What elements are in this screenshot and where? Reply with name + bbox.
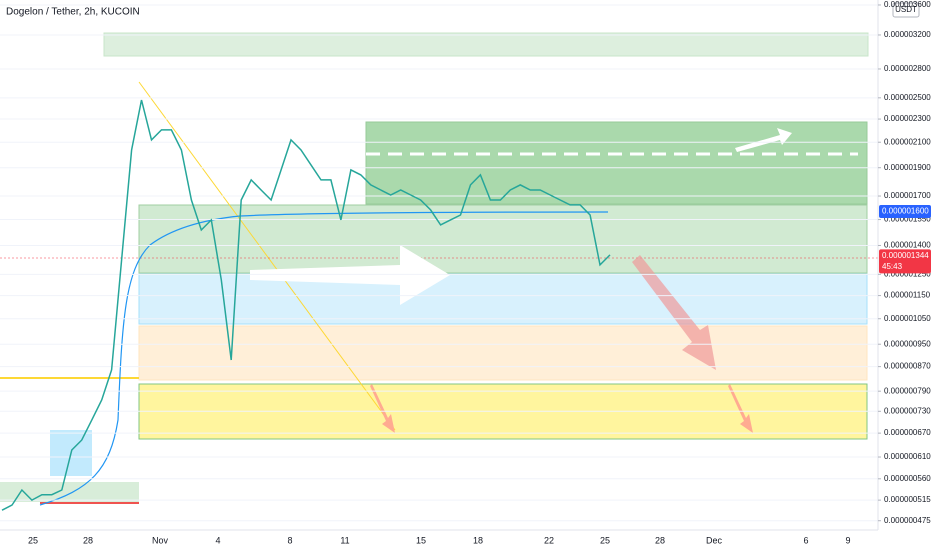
plot: [0, 4, 878, 522]
y-tick-label: 0.000001250: [884, 269, 931, 278]
currency-label[interactable]: USDT: [895, 5, 917, 14]
y-tick-label: 0.000000870: [884, 362, 931, 371]
price-line: [1, 99, 611, 511]
x-tick-label: 6: [803, 535, 808, 545]
price-tag: [879, 204, 931, 218]
x-tick-label: 22: [544, 535, 554, 545]
y-tick-label: 0.000002800: [884, 64, 931, 73]
y-tick-label: 0.000002500: [884, 93, 931, 102]
y-tick-label: 0.000000560: [884, 474, 931, 483]
x-tick-label: Dec: [706, 535, 723, 545]
y-tick-label: 0.000003600: [884, 0, 931, 9]
x-tick-label: 28: [83, 535, 93, 545]
y-tick-label: 0.000000475: [884, 516, 931, 525]
currency-button[interactable]: [892, 2, 920, 18]
x-tick-label: 9: [845, 535, 850, 545]
y-tick-label: 0.000001550: [884, 215, 931, 224]
price-tag-label: 0.000001600: [882, 207, 929, 216]
x-tick-label: 8: [287, 535, 292, 545]
y-tick-label: 0.000000515: [884, 495, 931, 504]
x-tick-label: 18: [473, 535, 483, 545]
y-tick-label: 0.000002300: [884, 114, 931, 123]
x-tick-label: 25: [600, 535, 610, 545]
chart-title: Dogelon / Tether, 2h, KUCOIN: [6, 7, 140, 18]
y-tick-label: 0.000000670: [884, 428, 931, 437]
price-tag-timer: 45:43: [882, 262, 903, 271]
y-tick-label: 0.000001150: [884, 291, 931, 300]
y-tick-label: 0.000000790: [884, 386, 931, 395]
x-tick-label: 28: [655, 535, 665, 545]
y-tick-label: 0.000003200: [884, 30, 931, 39]
x-tick-label: 4: [215, 535, 220, 545]
x-tick-label: 25: [28, 535, 38, 545]
y-tick-label: 0.000000950: [884, 339, 931, 348]
x-tick-label: Nov: [152, 535, 169, 545]
y-tick-label: 0.000001400: [884, 241, 931, 250]
price-tag: [879, 249, 931, 274]
x-tick-label: 15: [416, 535, 426, 545]
y-tick-label: 0.000000610: [884, 452, 931, 461]
price-axis: [878, 0, 932, 550]
y-tick-label: 0.000001700: [884, 191, 931, 200]
y-tick-label: 0.000002100: [884, 137, 931, 146]
x-tick-label: 11: [340, 535, 349, 545]
y-tick-label: 0.000001050: [884, 314, 931, 323]
price-tag-label: 0.000001344: [882, 251, 929, 260]
y-tick-label: 0.000000730: [884, 406, 931, 415]
y-tick-label: 0.000001900: [884, 163, 931, 172]
